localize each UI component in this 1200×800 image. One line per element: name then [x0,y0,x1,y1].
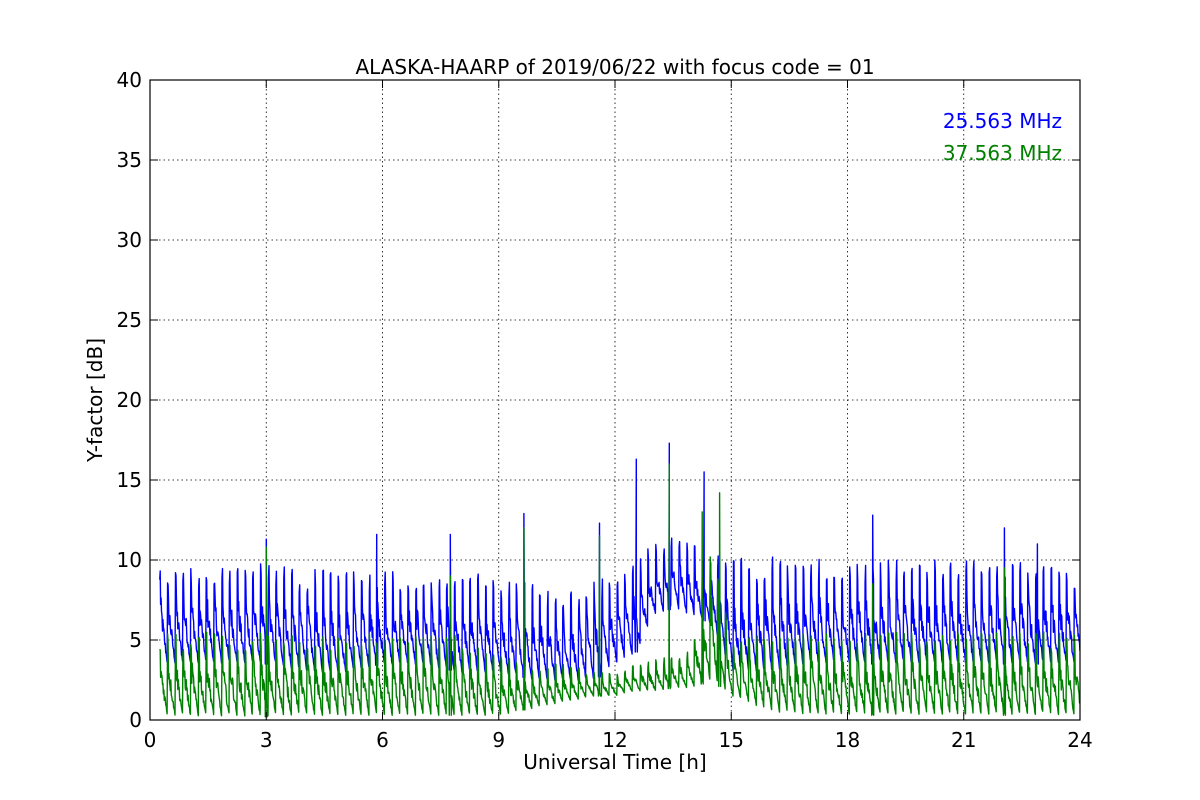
x-tick-label: 12 [602,728,627,752]
y-axis-label: Y-factor [dB] [83,338,107,463]
y-axis-ticks: 0 5 10 15 20 25 30 35 40 [117,68,1080,732]
y-tick-label: 20 [117,388,142,412]
y-tick-label: 35 [117,148,142,172]
x-tick-label: 15 [719,728,744,752]
x-tick-label: 6 [376,728,389,752]
x-tick-label: 21 [951,728,976,752]
x-tick-label: 18 [835,728,860,752]
chart-title: ALASKA-HAARP of 2019/06/22 with focus co… [355,55,874,79]
series-line-37-563-mhz [159,463,1080,718]
y-tick-label: 0 [129,708,142,732]
grid [150,80,1080,720]
y-tick-label: 15 [117,468,142,492]
series-layer [159,442,1080,718]
y-tick-label: 40 [117,68,142,92]
y-tick-label: 25 [117,308,142,332]
y-tick-label: 5 [129,628,142,652]
x-tick-label: 9 [492,728,505,752]
x-tick-label: 3 [260,728,273,752]
x-tick-label: 0 [144,728,157,752]
legend-entry-25-563-mhz: 25.563 MHz [943,109,1062,133]
x-tick-label: 24 [1067,728,1092,752]
legend-entry-37-563-mhz: 37.563 MHz [943,141,1062,165]
legend: 25.563 MHz 37.563 MHz [943,109,1062,165]
y-tick-label: 30 [117,228,142,252]
x-axis-label: Universal Time [h] [523,750,706,774]
y-tick-label: 10 [117,548,142,572]
x-axis-ticks: 0 3 6 9 12 15 18 21 24 [144,80,1093,752]
